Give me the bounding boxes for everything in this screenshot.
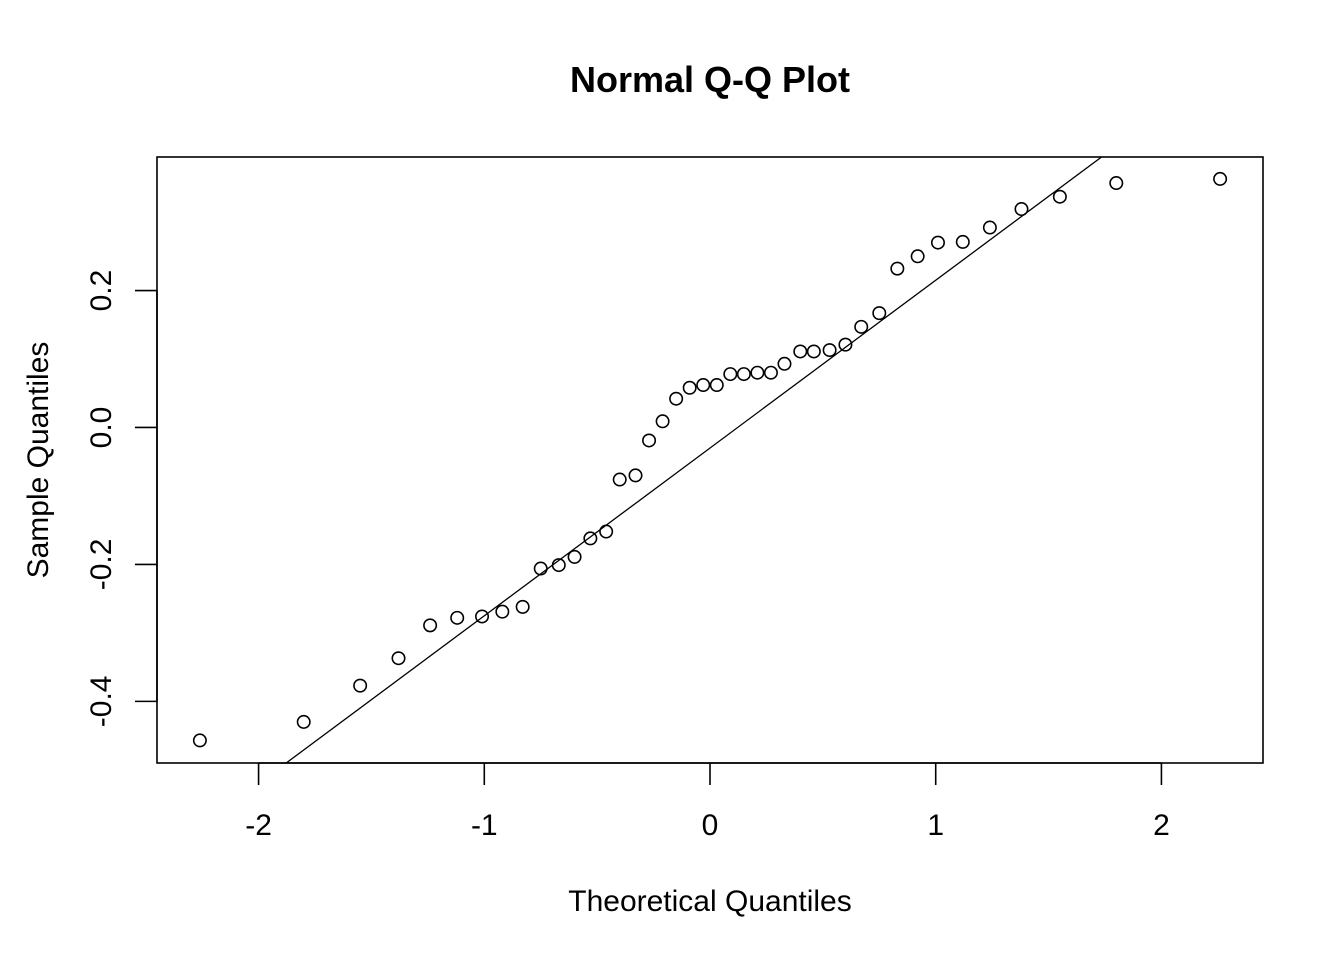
data-point (515, 599, 530, 614)
data-point (982, 220, 997, 235)
data-point (296, 714, 311, 729)
data-point (822, 343, 837, 358)
data-point (533, 561, 548, 576)
x-tick-label: -1 (471, 809, 498, 842)
data-point (955, 234, 970, 249)
plot-area: -2 -1 0 1 2 -0.4 -0.2 0.0 0.2 (85, 156, 1264, 842)
data-point (353, 678, 368, 693)
y-tick-label: 0.0 (85, 407, 118, 449)
y-tick-label: 0.2 (85, 270, 118, 312)
plot-frame (156, 156, 1264, 764)
data-point (1052, 189, 1067, 204)
data-point (872, 306, 887, 321)
data-point (910, 249, 925, 264)
data-point (567, 549, 582, 564)
data-point (669, 391, 684, 406)
x-tick-label: 0 (702, 809, 719, 842)
data-point (723, 367, 738, 382)
data-point (391, 651, 406, 666)
y-axis-label: Sample Quantiles (22, 342, 55, 579)
y-tick-label: -0.4 (85, 676, 118, 728)
x-axis-label: Theoretical Quantiles (568, 885, 851, 918)
data-point (793, 344, 808, 359)
y-tick-label: -0.2 (85, 539, 118, 591)
data-point (709, 378, 724, 393)
data-point (1213, 171, 1228, 186)
data-point (890, 261, 905, 276)
data-point (777, 356, 792, 371)
data-point (423, 618, 438, 633)
data-point (450, 610, 465, 625)
x-tick-label: -2 (245, 809, 272, 842)
data-point (763, 365, 778, 380)
data-point (736, 367, 751, 382)
x-tick-label: 1 (927, 809, 944, 842)
data-point (475, 609, 490, 624)
data-point (551, 558, 566, 573)
data-point (628, 468, 643, 483)
data-point (1109, 176, 1124, 191)
data-point (696, 378, 711, 393)
data-point (192, 733, 207, 748)
data-point (583, 531, 598, 546)
x-tick-label: 2 (1153, 809, 1170, 842)
data-point (750, 365, 765, 380)
data-point (642, 433, 657, 448)
chart-title: Normal Q-Q Plot (570, 59, 850, 100)
data-point (930, 235, 945, 250)
data-point (495, 604, 510, 619)
data-point (806, 344, 821, 359)
qq-reference-line (285, 157, 1103, 763)
data-point (838, 337, 853, 352)
data-point (1014, 202, 1029, 217)
data-point (682, 380, 697, 395)
data-point (612, 472, 627, 487)
data-point (599, 524, 614, 539)
data-point (854, 319, 869, 334)
data-point (655, 414, 670, 429)
